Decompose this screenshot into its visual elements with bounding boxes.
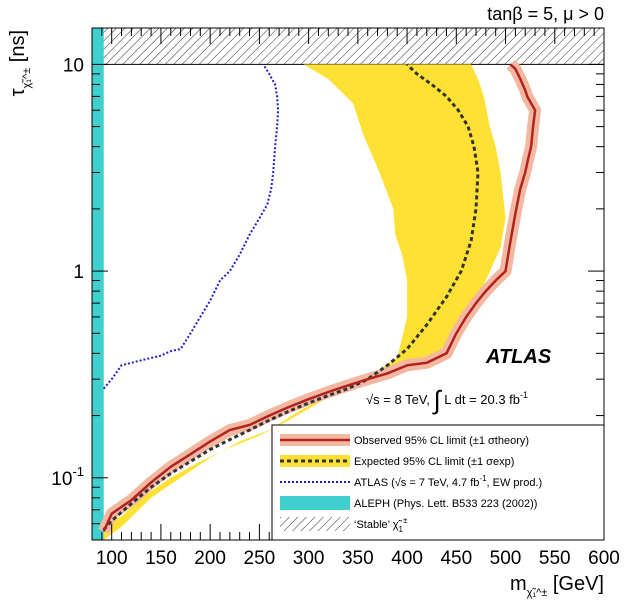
legend-label: ATLAS (√s = 7 TeV, 4.7 fb-1, EW prod.) [354,474,542,489]
x-axis-title-text: mχ̃₁^± [GeV] [510,573,604,599]
legend-entry-expected: Expected 95% CL limit (±1 σexp) [280,455,514,468]
x-tick-label: 600 [588,548,620,569]
expected-band [103,64,506,540]
y-axis-title-text: τχ̃₁^± [ns] [7,30,33,96]
x-tick-label: 100 [96,548,128,569]
observed-line [102,63,537,532]
lumi-text: √s = 8 TeV, ∫ L dt = 20.3 fb-1 [366,385,528,415]
legend-label: Expected 95% CL limit (±1 σexp) [354,456,514,468]
y-tick-label: 10 [63,55,84,76]
top-label: tanβ = 5, μ > 0 [487,4,604,24]
legend-label: ‘Stable’ χ̃1± [354,516,408,534]
legend-label: ALEPH (Phys. Lett. B533 223 (2002)) [354,498,537,510]
x-tick-label: 400 [391,548,423,569]
x-tick-label: 550 [539,548,571,569]
expected-line [102,63,480,531]
legend-label: Observed 95% CL limit (±1 σtheory) [354,435,529,447]
legend: Observed 95% CL limit (±1 σtheory) Expect… [271,424,605,541]
legend-swatch-hatch [280,517,350,531]
x-axis-title: mχ̃₁^± [GeV] [510,573,604,599]
x-tick-label: 300 [293,548,325,569]
x-tick-label: 350 [342,548,374,569]
x-tick-label: 500 [490,548,522,569]
y-tick-label: 1 [73,262,84,283]
legend-entry-aleph: ALEPH (Phys. Lett. B533 223 (2002)) [280,496,537,510]
legend-entry-observed: Observed 95% CL limit (±1 σtheory) [280,434,529,447]
aleph-region [92,28,104,540]
y-axis-title: τχ̃₁^± [ns] [7,30,33,96]
legend-swatch-fill [280,496,350,510]
luminosity-label: √s = 8 TeV, ∫ L dt = 20.3 fb-1 [366,385,528,415]
x-tick-label: 150 [145,548,177,569]
x-tick-label: 250 [244,548,276,569]
experiment-label: ATLAS [485,346,552,368]
legend-entry-stable: ‘Stable’ χ̃1± [280,516,408,534]
atlas7-line [102,63,280,390]
y-tick-label: 10-1 [51,464,84,490]
x-tick-label: 450 [440,548,472,569]
axis-tick-labels: 100 150 200 250 300 350 400 450 500 550 600 10-1 1 10 [51,55,620,569]
x-tick-label: 200 [194,548,226,569]
legend-entry-atlas7: ATLAS (√s = 7 TeV, 4.7 fb-1, EW prod.) [280,474,542,489]
